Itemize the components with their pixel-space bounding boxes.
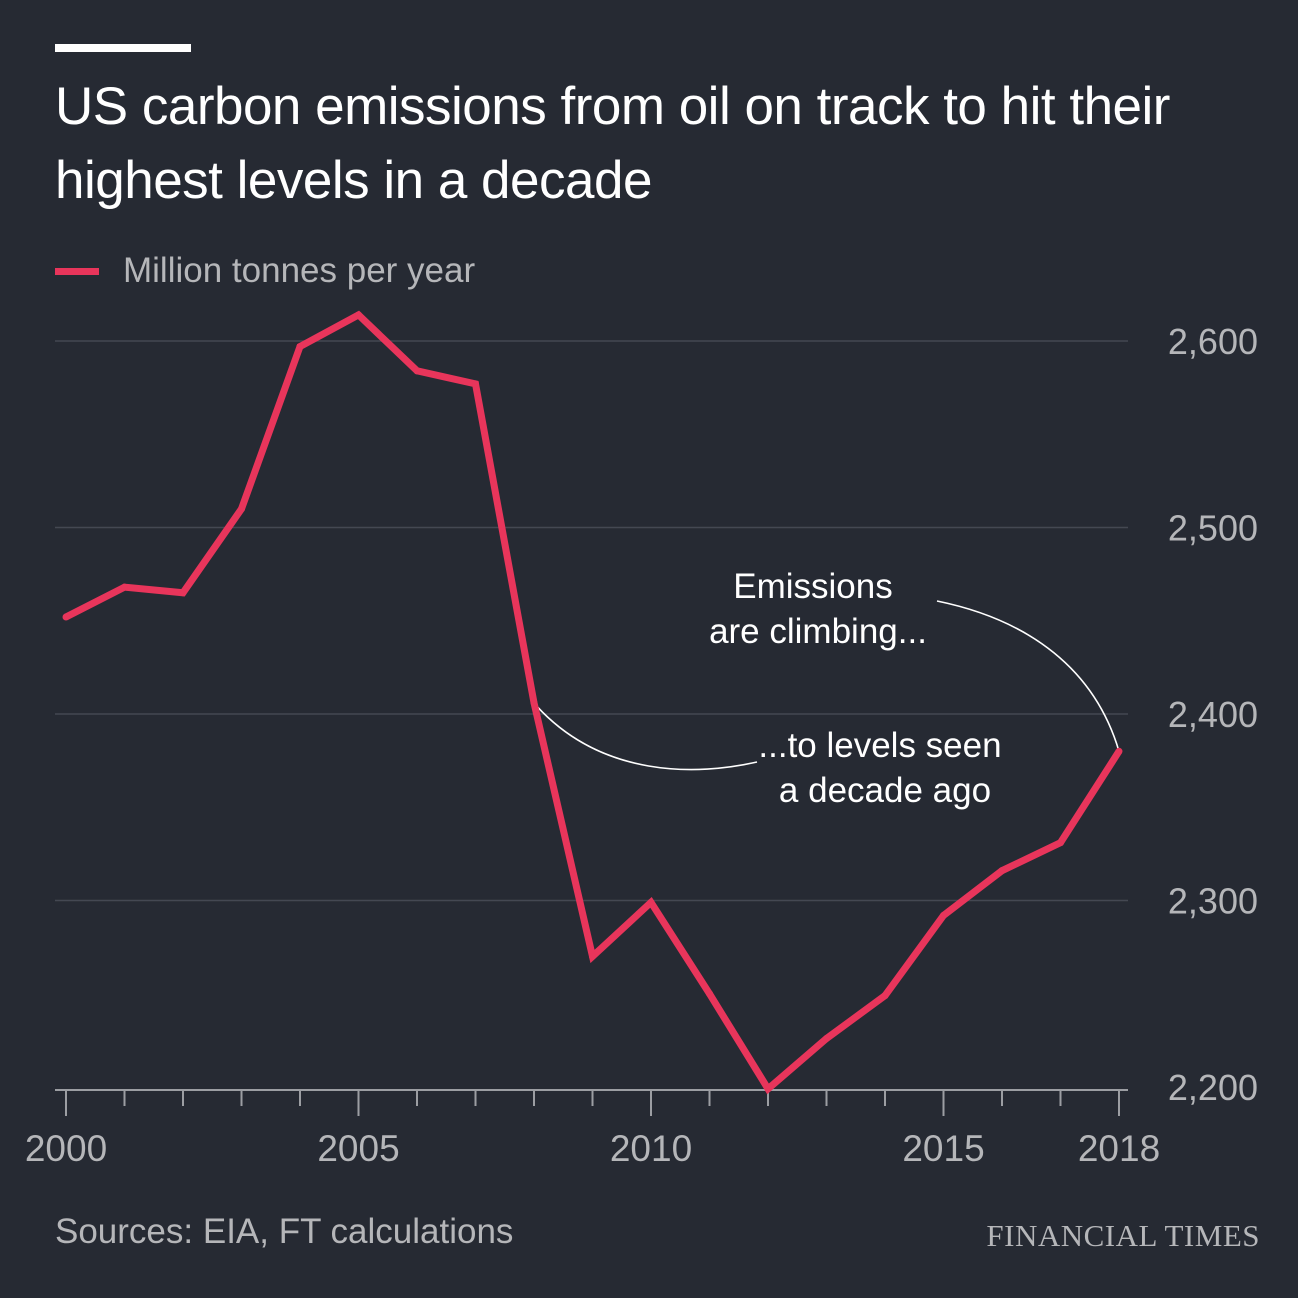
data-point [647, 898, 655, 906]
data-point [998, 867, 1006, 875]
y-tick-label: 2,400 [1168, 694, 1258, 735]
data-point [1057, 839, 1064, 847]
series-line [64, 310, 1122, 1095]
x-tick-label: 2005 [317, 1128, 399, 1169]
data-point [881, 992, 889, 1000]
data-point [121, 583, 128, 591]
x-tick-label: 2018 [1078, 1128, 1160, 1169]
data-point [589, 952, 596, 960]
publisher-logo: FINANCIAL TIMES [986, 1218, 1260, 1253]
data-point [940, 911, 947, 919]
chart-title: US carbon emissions from oil on track to… [55, 77, 1170, 210]
y-tick-label: 2,600 [1168, 321, 1258, 362]
data-point [179, 589, 187, 597]
title-accent-bar [55, 44, 191, 52]
x-tick-label: 2010 [610, 1128, 692, 1169]
annotation-climbing-line2: are climbing... [709, 612, 927, 651]
y-tick-label: 2,500 [1168, 508, 1258, 549]
legend-swatch [55, 267, 99, 275]
annotation-climbing-line1: Emissions [733, 567, 892, 606]
series-layer [62, 310, 1123, 1095]
grid-lines [55, 340, 1128, 902]
annotation-decade-line1: ...to levels seen [758, 726, 1001, 765]
data-point [238, 505, 245, 513]
x-tick-label: 2015 [902, 1128, 984, 1169]
y-tick-label: 2,300 [1168, 881, 1258, 922]
legend-label: Million tonnes per year [123, 251, 476, 290]
data-point [296, 343, 304, 351]
source-note: Sources: EIA, FT calculations [55, 1212, 514, 1251]
data-point [355, 311, 362, 319]
data-point [706, 990, 713, 998]
annotation-leader-climbing [936, 600, 1120, 752]
data-point [413, 367, 421, 375]
legend: Million tonnes per year [55, 248, 475, 294]
y-axis: 2,200 2,300 2,400 2,500 2,600 [1168, 321, 1258, 1108]
data-point [764, 1085, 772, 1093]
annotations: Emissions are climbing... ...to levels see… [531, 567, 1120, 810]
annotation-leader-decade [531, 700, 758, 771]
x-axis: 2000 2005 2010 2015 2018 [25, 1089, 1160, 1169]
data-point [472, 380, 479, 388]
y-tick-label: 2,200 [1168, 1067, 1258, 1108]
data-point [62, 613, 70, 621]
data-point [530, 699, 538, 707]
annotation-decade-line2: a decade ago [779, 771, 991, 810]
x-tick-label: 2000 [25, 1128, 107, 1169]
data-point [1115, 747, 1123, 755]
data-point [823, 1035, 830, 1043]
